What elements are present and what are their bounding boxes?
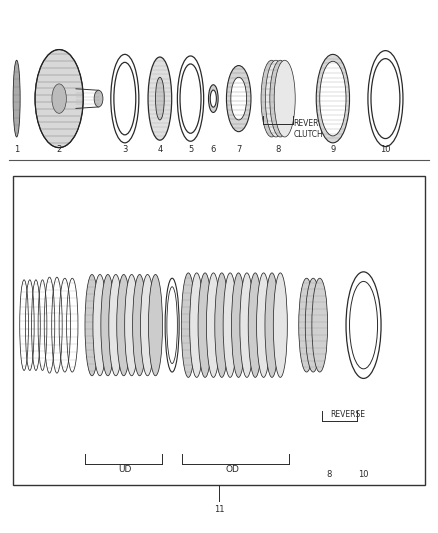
- Ellipse shape: [231, 77, 247, 120]
- Ellipse shape: [111, 54, 139, 143]
- Text: UD: UD: [118, 465, 131, 474]
- Text: 7: 7: [236, 145, 241, 154]
- Ellipse shape: [117, 274, 131, 376]
- Text: 11: 11: [214, 505, 224, 514]
- Ellipse shape: [305, 278, 321, 372]
- Ellipse shape: [133, 274, 147, 376]
- Ellipse shape: [316, 54, 350, 143]
- Ellipse shape: [165, 278, 179, 372]
- Ellipse shape: [223, 273, 237, 377]
- Ellipse shape: [141, 274, 155, 376]
- Ellipse shape: [180, 64, 201, 133]
- Ellipse shape: [350, 281, 378, 369]
- Ellipse shape: [13, 60, 20, 137]
- Text: 3: 3: [122, 145, 127, 154]
- Text: 10: 10: [358, 470, 369, 479]
- Ellipse shape: [52, 84, 67, 114]
- Ellipse shape: [190, 273, 204, 377]
- Ellipse shape: [177, 56, 204, 141]
- Ellipse shape: [125, 274, 139, 376]
- Ellipse shape: [368, 51, 403, 147]
- Ellipse shape: [371, 59, 400, 139]
- Ellipse shape: [208, 85, 218, 112]
- Ellipse shape: [93, 274, 107, 376]
- Ellipse shape: [273, 273, 287, 377]
- Ellipse shape: [320, 61, 346, 136]
- Ellipse shape: [265, 60, 286, 137]
- Ellipse shape: [198, 273, 212, 377]
- Ellipse shape: [85, 274, 99, 376]
- Text: 8: 8: [276, 145, 281, 154]
- Text: REVERSE: REVERSE: [331, 410, 366, 419]
- Ellipse shape: [155, 77, 164, 120]
- Ellipse shape: [257, 273, 271, 377]
- Ellipse shape: [35, 50, 83, 148]
- Ellipse shape: [312, 278, 328, 372]
- Ellipse shape: [270, 60, 291, 137]
- Ellipse shape: [210, 90, 216, 107]
- Text: 8: 8: [327, 470, 332, 479]
- Text: 2: 2: [57, 145, 62, 154]
- Ellipse shape: [232, 273, 246, 377]
- Bar: [13, 176, 425, 485]
- Ellipse shape: [265, 273, 279, 377]
- Ellipse shape: [94, 90, 103, 107]
- Ellipse shape: [181, 273, 195, 377]
- Text: 6: 6: [211, 145, 216, 154]
- Text: 5: 5: [188, 145, 193, 154]
- Text: 10: 10: [380, 145, 391, 154]
- Ellipse shape: [274, 60, 295, 137]
- Ellipse shape: [109, 274, 123, 376]
- Ellipse shape: [114, 62, 136, 135]
- Ellipse shape: [240, 273, 254, 377]
- Ellipse shape: [299, 278, 314, 372]
- Ellipse shape: [148, 274, 162, 376]
- Text: 1: 1: [14, 145, 19, 154]
- Ellipse shape: [248, 273, 262, 377]
- Ellipse shape: [226, 66, 251, 132]
- Ellipse shape: [148, 57, 172, 140]
- Ellipse shape: [346, 272, 381, 378]
- Text: OD: OD: [225, 465, 239, 474]
- Text: 4: 4: [157, 145, 162, 154]
- Ellipse shape: [167, 287, 177, 364]
- Ellipse shape: [206, 273, 220, 377]
- Ellipse shape: [101, 274, 115, 376]
- Text: 9: 9: [330, 145, 336, 154]
- Text: REVERSE
CLUTCH: REVERSE CLUTCH: [293, 119, 328, 140]
- Ellipse shape: [261, 60, 282, 137]
- Ellipse shape: [215, 273, 229, 377]
